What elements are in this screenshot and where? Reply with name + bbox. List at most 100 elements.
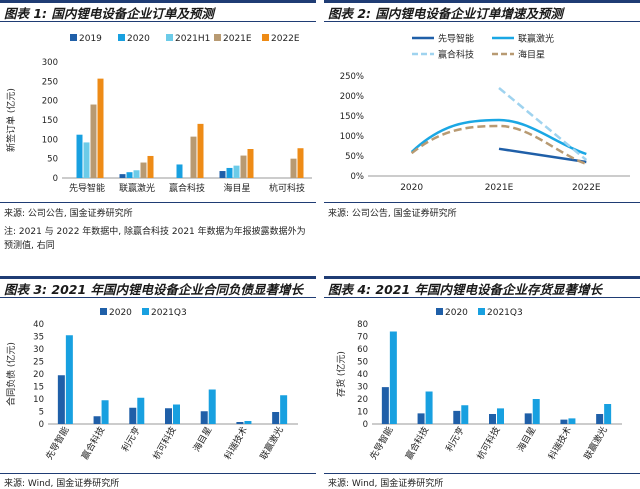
y-tick-label: 5 [39,408,44,418]
bar [190,136,197,178]
x-tick-label: 赢合科技 [79,425,107,462]
panel-title: 图表 2: 国内锂电设备企业订单增速及预测 [324,0,640,22]
chart-order-forecast: 2019 2020 2021H1 2021E 2022E 0 50 100 150 200 250 3… [5,34,312,194]
x-tick-label: 海目星 [223,182,250,194]
x-tick-label: 先导智能 [367,425,395,462]
bar [524,413,532,424]
bar [489,414,496,424]
y-tick-label: 200 [42,97,58,107]
legend-label: 2021Q3 [151,308,187,318]
x-tick-label: 联赢激光 [257,425,285,462]
bar [240,155,247,178]
y-axis-label: 合同负债 (亿元) [5,342,17,406]
bar [140,162,147,178]
bar [297,148,304,178]
x-tick-label: 海目星 [514,425,538,454]
bar [461,405,469,424]
x-tick-label: 科瑞技术 [546,425,574,462]
legend-label: 2021E [223,34,252,44]
y-tick-label: 20 [33,370,44,380]
panel-order-forecast: 图表 1: 国内锂电设备企业订单及预测 2019 2020 2021H1 2021E 2… [0,0,316,222]
y-tick-label: 10 [33,395,44,405]
source-text: 来源: 公司公告, 国金证券研究所 [4,209,133,219]
bar [226,167,233,178]
y-axis-label: 新签订单 (亿元) [5,88,17,152]
series-line [410,118,587,156]
y-tick-label: 10 [357,408,368,418]
x-tick-label: 科瑞技术 [222,425,250,462]
legend-swatch [118,34,125,41]
footnote: 注: 2021 与 2022 年数据中, 除赢合科技 2021 年数据为年报披露… [4,227,306,251]
x-tick-label: 先导智能 [43,425,71,462]
bar [417,413,425,424]
bar [532,399,540,424]
y-tick-label: 15 [33,383,44,393]
x-tick-label: 先导智能 [69,182,105,194]
legend-label: 2021Q3 [487,308,523,318]
bar [129,407,137,424]
x-tick-label: 2021E [485,183,514,193]
x-tick-label: 联赢激光 [119,182,155,194]
x-tick-label: 利元亨 [443,425,467,454]
bar [93,416,101,424]
bar [381,387,389,424]
legend-label: 赢合科技 [438,49,474,61]
y-tick-label: 100% [340,132,364,142]
bar [147,155,154,178]
y-tick-label: 0 [363,420,368,430]
x-tick-label: 赢合科技 [169,182,205,194]
legend-label: 2021H1 [175,34,210,44]
bar [560,419,568,424]
y-tick-label: 0 [53,174,58,184]
bar [280,395,288,424]
y-tick-label: 70 [357,333,368,343]
bar [137,397,145,424]
y-tick-label: 30 [357,383,368,393]
source-text: 来源: 公司公告, 国金证券研究所 [328,209,457,219]
y-tick-label: 40 [357,370,368,380]
bar [272,412,280,424]
y-tick-label: 250% [340,72,364,82]
bar [290,158,297,178]
y-tick-label: 100 [42,135,58,145]
x-tick-label: 杭可科技 [474,425,502,462]
legend-swatch [214,34,221,41]
legend-label: 2020 [109,308,132,318]
y-axis-label: 存货 (亿元) [335,351,347,397]
series-line [498,147,587,164]
legend-swatch [70,34,77,41]
legend-label: 先导智能 [438,33,474,45]
panel-title: 图表 4: 2021 年国内锂电设备企业存货显著增长 [324,276,640,298]
bar [200,411,208,424]
x-tick-label: 杭可科技 [150,425,178,462]
x-tick-label: 利元亨 [119,425,143,454]
bar [208,389,216,424]
y-tick-label: 250 [42,77,58,87]
legend-label: 2019 [79,34,102,44]
source-divider [0,202,316,203]
legend-swatch [166,34,173,41]
bar [126,172,133,178]
legend-label: 2022E [271,34,300,44]
bar [83,142,90,178]
source-divider [324,473,640,474]
bar [173,404,180,424]
legend-swatch [100,308,107,315]
y-tick-label: 150 [42,116,58,126]
y-tick-label: 60 [357,345,368,355]
y-tick-label: 40 [33,320,44,330]
y-tick-label: 35 [33,333,44,343]
bar [119,174,126,178]
source-divider [0,473,316,474]
y-tick-label: 200% [340,92,364,102]
y-tick-label: 300 [42,58,58,68]
bar [219,171,226,178]
bar [176,164,183,178]
legend-label: 2020 [445,308,468,318]
series-line [498,87,588,161]
bar [596,414,604,424]
panel-title: 图表 1: 国内锂电设备企业订单及预测 [0,0,316,22]
legend-swatch [262,34,269,41]
panel-inventory: 图表 4: 2021 年国内锂电设备企业存货显著增长 2020 2021Q3 0 10… [324,276,640,489]
y-tick-label: 20 [357,395,368,405]
